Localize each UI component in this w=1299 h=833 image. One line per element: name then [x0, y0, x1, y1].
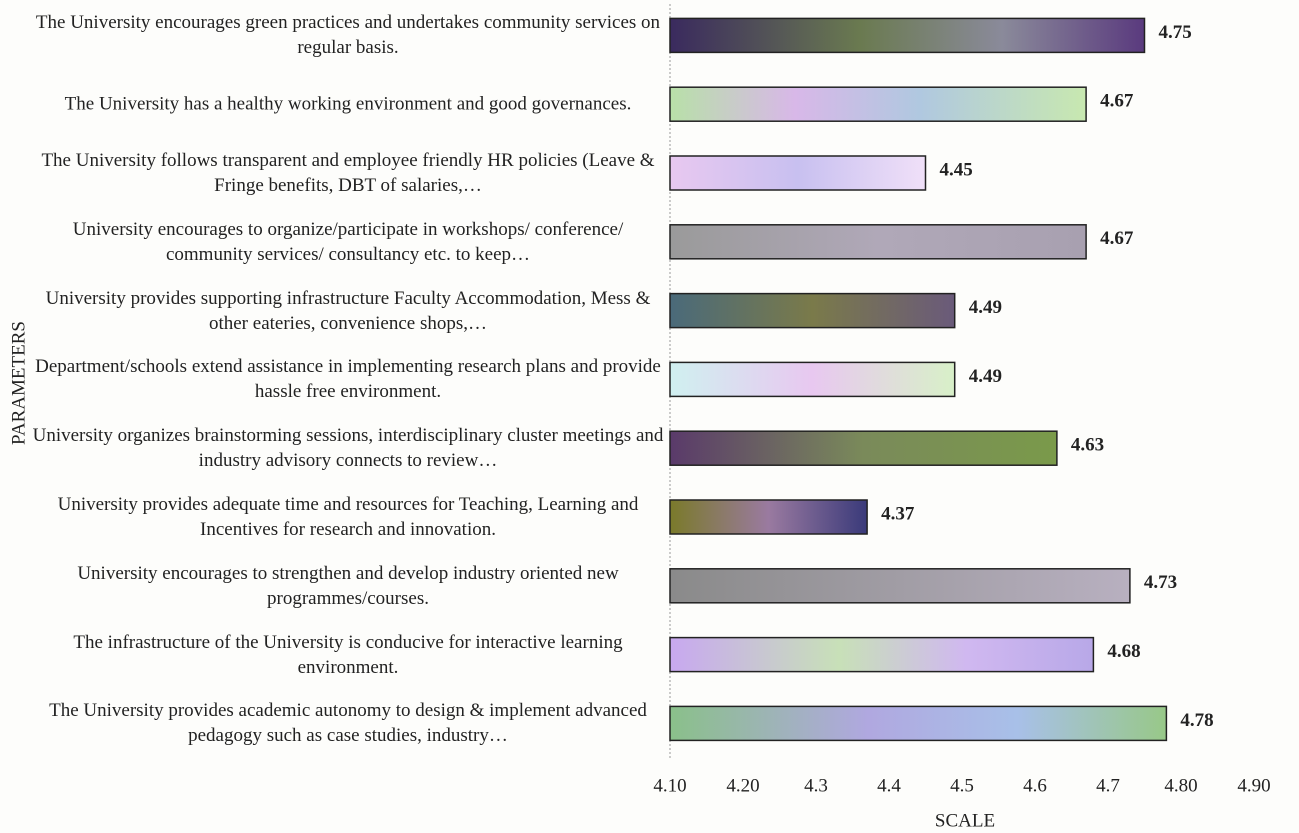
x-axis-label: SCALE: [935, 810, 995, 831]
x-tick-label: 4.90: [1237, 775, 1270, 796]
value-label: 4.78: [1180, 710, 1213, 731]
bar: [669, 155, 927, 191]
x-tick-label: 4.5: [950, 775, 974, 796]
bar: [669, 17, 1146, 54]
bar: [669, 568, 1131, 604]
category-label: University organizes brainstorming sessi…: [32, 425, 664, 472]
bar: [669, 499, 868, 535]
x-tick-label: 4.7: [1096, 775, 1120, 796]
x-tick-label: 4.3: [804, 775, 828, 796]
category-label: University encourages to organize/partic…: [72, 218, 624, 265]
value-label: 4.37: [881, 503, 915, 524]
value-label: 4.75: [1159, 22, 1192, 43]
bar: [669, 361, 956, 398]
value-label: 4.67: [1100, 91, 1134, 112]
bar: [669, 705, 1168, 742]
value-label: 4.45: [940, 159, 973, 180]
category-label: The University encourages green practice…: [35, 12, 661, 59]
x-tick-label: 4.10: [653, 775, 686, 796]
bar: [669, 224, 1087, 260]
bar: [669, 292, 956, 329]
x-tick-label: 4.4: [877, 775, 901, 796]
value-label: 4.73: [1144, 572, 1177, 593]
category-label: The University has a healthy working env…: [64, 93, 632, 115]
bar: [669, 86, 1087, 122]
bar: [669, 636, 1095, 673]
x-tick-label: 4.20: [726, 775, 759, 796]
category-label: University provides supporting infrastru…: [45, 287, 651, 334]
y-axis-label: PARAMETERS: [8, 321, 29, 445]
value-label: 4.68: [1107, 641, 1140, 662]
category-label: University provides adequate time and re…: [57, 494, 639, 540]
x-tick-label: 4.6: [1023, 775, 1047, 796]
category-label: Department/schools extend assistance in …: [35, 356, 661, 403]
value-label: 4.49: [969, 297, 1002, 318]
category-label: The University follows transparent and e…: [41, 150, 655, 196]
value-label: 4.67: [1100, 228, 1134, 249]
x-tick-label: 4.80: [1164, 775, 1197, 796]
value-label: 4.63: [1071, 435, 1104, 456]
value-label: 4.49: [969, 366, 1002, 387]
category-label: The infrastructure of the University is …: [73, 631, 623, 678]
bar: [669, 430, 1058, 466]
category-label: The University provides academic autonom…: [49, 700, 647, 747]
category-label: University encourages to strengthen and …: [77, 562, 619, 609]
